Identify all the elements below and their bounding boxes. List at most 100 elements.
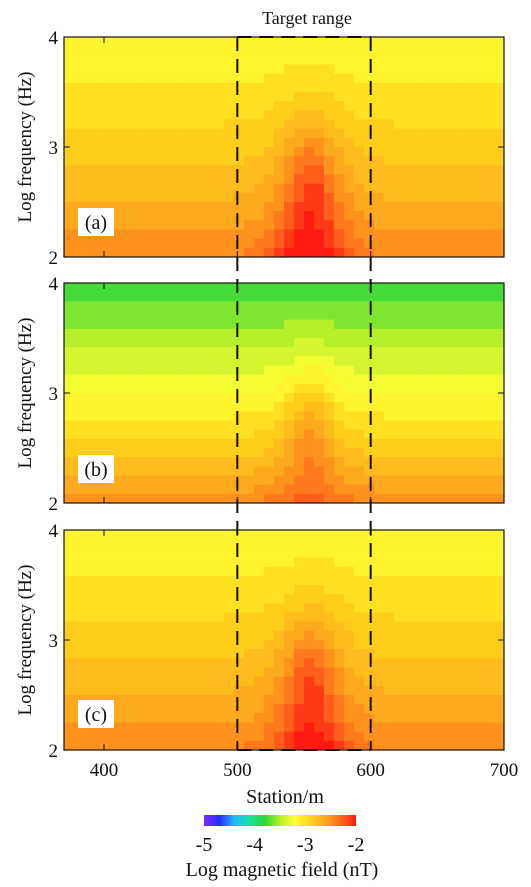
heatmap-cell: [184, 548, 195, 559]
heatmap-cell: [224, 283, 235, 293]
heatmap-cell: [414, 229, 425, 240]
heatmap-cell: [484, 165, 495, 176]
heatmap-cell: [314, 347, 325, 357]
heatmap-cell: [464, 630, 475, 641]
heatmap-cell: [164, 328, 175, 339]
heatmap-cell: [414, 183, 425, 194]
heatmap-cell: [254, 73, 265, 84]
heatmap-cell: [114, 247, 125, 257]
heatmap-cell: [274, 621, 285, 632]
heatmap-cell: [364, 147, 375, 157]
heatmap-cell: [404, 220, 415, 231]
heatmap-cell: [114, 585, 125, 595]
heatmap-cell: [254, 630, 265, 641]
heatmap-cell: [474, 695, 485, 705]
heatmap-cell: [424, 575, 435, 586]
heatmap-cell: [74, 539, 85, 549]
heatmap-cell: [454, 475, 465, 486]
heatmap-cell: [144, 566, 155, 577]
heatmap-cell: [254, 667, 265, 678]
heatmap-cell: [104, 356, 115, 367]
heatmap-cell: [114, 621, 125, 632]
heatmap-cell: [494, 621, 504, 632]
heatmap-cell: [64, 156, 75, 166]
heatmap-cell: [344, 658, 355, 669]
heatmap-cell: [374, 301, 385, 312]
heatmap-cell: [464, 704, 475, 714]
heatmap-cell: [474, 319, 485, 330]
heatmap-cell: [294, 575, 305, 586]
heatmap-cell: [454, 484, 465, 495]
heatmap-cell: [224, 594, 235, 604]
heatmap-cell: [154, 438, 165, 449]
heatmap-cell: [454, 530, 465, 540]
heatmap-cell: [204, 411, 215, 422]
heatmap-cell: [444, 649, 455, 659]
heatmap-cell: [454, 640, 465, 650]
heatmap-cell: [74, 621, 85, 632]
heatmap-cell: [104, 640, 115, 650]
heatmap-cell: [124, 174, 135, 185]
heatmap-cell: [324, 374, 335, 385]
heatmap-cell: [374, 612, 385, 623]
heatmap-cell: [244, 548, 255, 559]
heatmap-cell: [484, 731, 495, 742]
heatmap-cell: [274, 55, 285, 66]
heatmap-cell: [314, 37, 325, 47]
heatmap-cell: [344, 548, 355, 559]
heatmap-cell: [214, 731, 225, 742]
heatmap-cell: [224, 704, 235, 714]
heatmap-cell: [454, 383, 465, 394]
heatmap-cell: [224, 247, 235, 257]
heatmap-cell: [424, 292, 435, 302]
heatmap-cell: [474, 630, 485, 641]
heatmap-cell: [414, 128, 425, 139]
heatmap-cell: [164, 603, 175, 614]
heatmap-cell: [204, 319, 215, 330]
heatmap-cell: [284, 420, 295, 431]
heatmap-cell: [224, 356, 235, 367]
heatmap-cell: [234, 713, 245, 724]
heatmap-cell: [194, 229, 205, 240]
heatmap-cell: [254, 301, 265, 312]
heatmap-cell: [214, 301, 225, 312]
heatmap-cell: [394, 292, 405, 302]
heatmap-cell: [264, 594, 275, 604]
heatmap-cell: [124, 183, 135, 194]
heatmap-cell: [84, 73, 95, 84]
heatmap-cell: [244, 356, 255, 367]
heatmap-cell: [374, 64, 385, 75]
heatmap-cell: [94, 92, 105, 102]
heatmap-cell: [404, 301, 415, 312]
heatmap-cell: [274, 347, 285, 357]
heatmap-cell: [424, 731, 435, 742]
heatmap-cell: [354, 328, 365, 339]
heatmap-cell: [174, 128, 185, 139]
heatmap-cell: [414, 575, 425, 586]
heatmap-cell: [224, 548, 235, 559]
heatmap-cell: [314, 484, 325, 495]
heatmap-cell: [374, 429, 385, 440]
heatmap-cell: [404, 740, 415, 750]
heatmap-cell: [74, 393, 85, 403]
heatmap-cell: [434, 220, 445, 231]
heatmap-cell: [494, 82, 504, 93]
heatmap-cell: [454, 229, 465, 240]
heatmap-cell: [364, 192, 375, 203]
heatmap-cell: [214, 448, 225, 458]
heatmap-cell: [294, 640, 305, 650]
heatmap-cell: [274, 539, 285, 549]
heatmap-cell: [154, 229, 165, 240]
heatmap-cell: [184, 211, 195, 221]
heatmap-cell: [324, 630, 335, 641]
heatmap-cell: [174, 137, 185, 148]
heatmap-cell: [104, 493, 115, 503]
heatmap-cell: [294, 73, 305, 84]
heatmap-cell: [294, 713, 305, 724]
heatmap-cell: [184, 630, 195, 641]
heatmap-cell: [384, 310, 395, 321]
heatmap-cell: [304, 119, 315, 130]
heatmap-cell: [494, 731, 504, 742]
heatmap-cell: [224, 630, 235, 641]
heatmap-cell: [394, 183, 405, 194]
